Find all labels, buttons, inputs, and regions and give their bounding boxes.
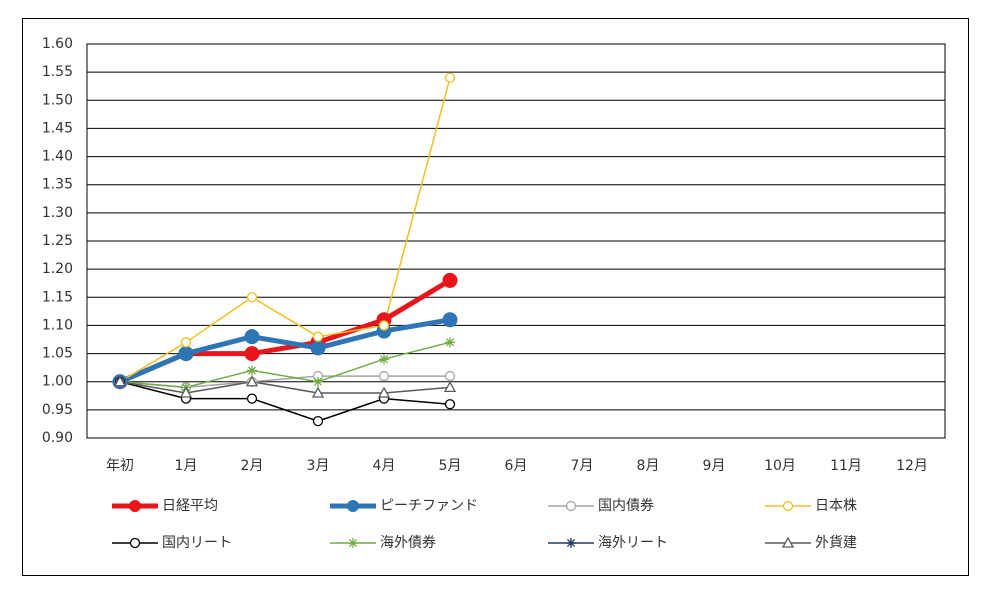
series-line: [119, 317, 451, 385]
x-tick-label: 年初: [106, 457, 134, 474]
series-line: [119, 380, 451, 422]
legend-label: 国内リート: [162, 535, 232, 551]
point: [178, 346, 194, 362]
point: [244, 329, 260, 345]
x-tick-label: 7月: [571, 458, 594, 474]
series-line: [119, 77, 451, 383]
legend-label: 海外債券: [380, 535, 436, 551]
point: [313, 376, 323, 387]
y-tick-label: 1.40: [42, 149, 73, 165]
legend-marker: [782, 500, 794, 512]
point: [312, 415, 324, 427]
x-tick-label: 3月: [307, 458, 330, 474]
point: [378, 320, 390, 331]
legend-marker: [566, 538, 576, 548]
x-tick-label: 4月: [373, 458, 396, 474]
point: [444, 72, 456, 83]
x-tick-label: 1月: [175, 458, 198, 474]
y-tick-label: 0.90: [42, 430, 73, 446]
point: [444, 370, 456, 382]
point: [442, 272, 458, 288]
point: [245, 375, 259, 387]
x-tick-label: 12月: [896, 458, 928, 474]
y-tick-label: 1.25: [42, 233, 73, 249]
point: [444, 399, 456, 410]
x-tick-label: 9月: [703, 458, 726, 474]
y-tick-label: 1.55: [42, 64, 73, 80]
point: [246, 292, 258, 303]
point: [443, 381, 457, 392]
legend-marker: [565, 500, 577, 512]
legend-label: 外貨建: [815, 534, 857, 551]
point: [312, 331, 324, 342]
legend-marker: [129, 500, 141, 512]
point: [179, 386, 193, 398]
y-tick-label: 1.20: [42, 261, 73, 277]
legend-marker: [348, 538, 358, 548]
legend-marker: [781, 536, 795, 548]
y-tick-label: 1.45: [42, 120, 73, 136]
y-tick-label: 1.60: [42, 36, 73, 52]
y-tick-label: 1.15: [42, 289, 73, 305]
legend-label: 国内債券: [598, 498, 654, 514]
legend-marker: [347, 500, 359, 512]
legend-marker: [129, 537, 141, 549]
y-tick-label: 1.50: [42, 92, 73, 108]
legend-label: ピーチファンド: [380, 498, 478, 514]
x-tick-label: 11月: [830, 458, 862, 474]
point: [247, 365, 257, 376]
plot-frame: [86, 43, 946, 439]
x-tick-label: 10月: [764, 458, 796, 474]
series-line: [119, 380, 451, 394]
x-tick-label: 8月: [637, 458, 660, 474]
point: [113, 375, 127, 387]
legend-label: 海外リート: [598, 535, 668, 551]
point: [378, 370, 390, 382]
point: [180, 337, 192, 348]
y-tick-label: 1.10: [42, 317, 73, 333]
point: [310, 340, 326, 356]
legend-label: 日本株: [815, 498, 857, 514]
y-tick-label: 1.35: [42, 177, 73, 193]
y-tick-label: 1.05: [42, 346, 73, 362]
x-tick-label: 5月: [439, 458, 462, 474]
x-tick-label: 2月: [241, 458, 264, 474]
series-line: [119, 341, 451, 389]
point: [445, 337, 455, 348]
point: [244, 346, 260, 362]
y-tick-label: 1.30: [42, 205, 73, 221]
point: [379, 354, 389, 365]
x-tick-label: 6月: [505, 458, 528, 474]
point: [246, 393, 258, 404]
legend-label: 日経平均: [162, 498, 218, 514]
point: [311, 386, 325, 398]
point: [377, 386, 391, 398]
point: [442, 312, 458, 328]
y-tick-label: 1.00: [42, 374, 73, 390]
y-tick-label: 0.95: [42, 402, 73, 418]
